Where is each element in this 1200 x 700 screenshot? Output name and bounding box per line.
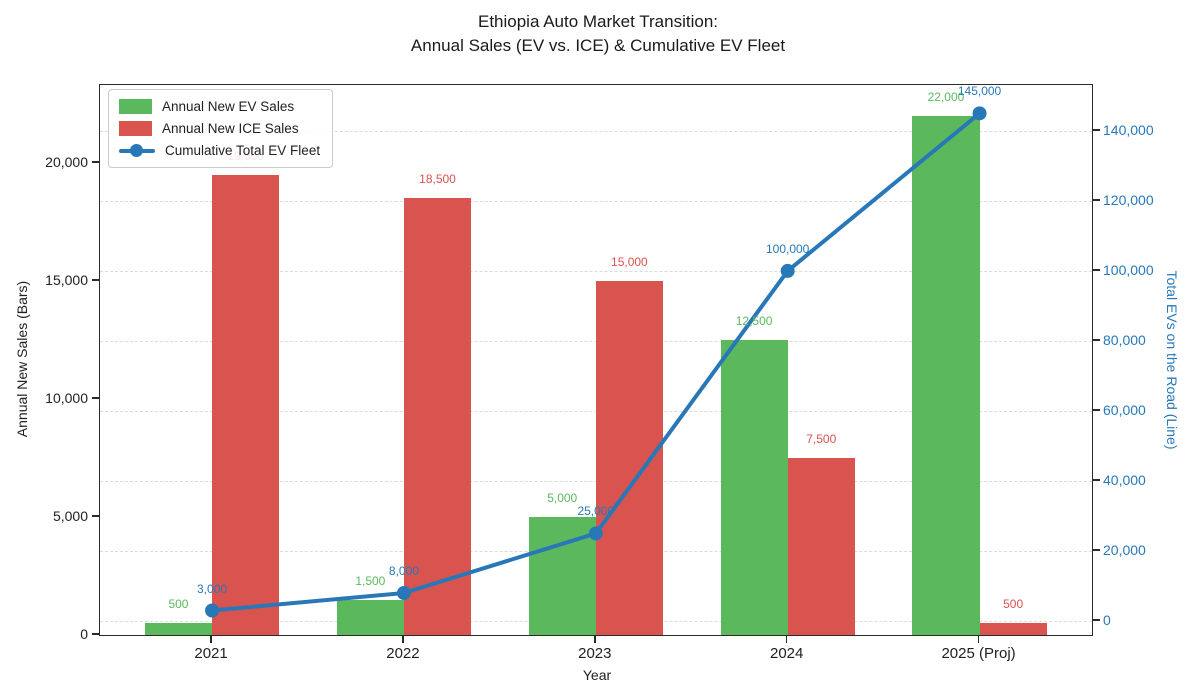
legend-label: Annual New EV Sales (162, 99, 295, 114)
plot-area: Annual New EV Sales Annual New ICE Sales… (99, 84, 1093, 636)
x-axis-tick-label: 2021 (194, 645, 228, 662)
ev-bar-value-label: 5,000 (547, 490, 578, 505)
ev-sales-bar (720, 339, 788, 635)
ev-fleet-marker (972, 106, 987, 121)
x-axis-tick (210, 636, 212, 643)
left-axis-tick-label: 15,000 (45, 271, 88, 288)
ev-fleet-line (205, 106, 987, 618)
ev-sales-bar (336, 599, 404, 635)
legend-label: Annual New ICE Sales (162, 121, 299, 136)
right-axis-tick (1093, 549, 1100, 551)
ev-fleet-value-label: 25,000 (577, 504, 615, 519)
right-axis-tick-label: 0 (1103, 611, 1111, 628)
ev-bar-value-label: 1,500 (355, 573, 386, 588)
ice-sales-bar (979, 623, 1047, 635)
ev-fleet-marker (205, 603, 220, 618)
left-axis-title: Annual New Sales (Bars) (14, 280, 30, 438)
left-axis-tick (92, 633, 99, 635)
ev-bar-value-label: 22,000 (927, 89, 965, 104)
gridline (100, 270, 1092, 272)
x-axis-tick (594, 636, 596, 643)
ice-bar-value-label: 18,500 (419, 172, 456, 187)
legend-line-marker-icon (119, 143, 155, 158)
right-axis-tick (1093, 199, 1100, 201)
ice-bar-value-label: 500 (1003, 597, 1024, 612)
legend-swatch-green (119, 99, 152, 114)
ev-sales-bar (144, 623, 213, 635)
right-axis-tick-label: 60,000 (1103, 401, 1146, 418)
left-axis-tick (92, 515, 99, 517)
right-axis-tick (1093, 269, 1100, 271)
right-axis-tick-label: 140,000 (1103, 121, 1154, 138)
x-axis-tick (402, 636, 404, 643)
left-axis-tick (92, 279, 99, 281)
x-axis-tick (785, 636, 788, 643)
ev-sales-bar (912, 115, 980, 635)
ice-sales-bar (787, 457, 855, 635)
left-axis-tick (92, 161, 99, 163)
legend-item-ice-sales: Annual New ICE Sales (119, 121, 320, 136)
legend-item-ev-fleet: Cumulative Total EV Fleet (119, 143, 320, 158)
right-axis-tick (1093, 479, 1100, 481)
left-axis-tick-label: 20,000 (45, 153, 88, 170)
ev-fleet-marker (780, 263, 795, 278)
right-axis-tick (1093, 409, 1100, 411)
ice-bar-value-label: 15,000 (611, 254, 648, 269)
right-axis-tick-label: 80,000 (1103, 331, 1146, 348)
x-axis-tick-label: 2022 (386, 645, 420, 662)
ev-fleet-marker (588, 526, 603, 541)
chart-title-line2: Annual Sales (EV vs. ICE) & Cumulative E… (410, 36, 786, 55)
right-axis-tick-label: 40,000 (1103, 471, 1146, 488)
right-axis-tick (1093, 129, 1100, 131)
x-axis-tick-label: 2024 (769, 645, 804, 662)
ice-sales-bar (403, 198, 472, 635)
left-axis-tick (92, 397, 99, 399)
ev-fleet-value-label: 8,000 (388, 564, 419, 578)
left-axis-tick-label: 5,000 (52, 507, 88, 524)
right-axis-tick-label: 20,000 (1103, 541, 1146, 558)
ev-fleet-marker (396, 585, 411, 600)
x-axis-title: Year (582, 667, 612, 683)
ev-fleet-value-label: 100,000 (765, 241, 810, 256)
chart-legend: Annual New EV Sales Annual New ICE Sales… (108, 89, 334, 168)
right-axis-tick (1093, 619, 1100, 621)
right-axis-tick (1093, 339, 1100, 341)
left-axis-tick-label: 0 (80, 626, 88, 642)
ev-bar-value-label: 500 (168, 597, 189, 612)
right-axis-tick-label: 100,000 (1103, 261, 1154, 278)
ev-fleet-value-label: 3,000 (197, 581, 228, 596)
chart-title-line1: Ethiopia Auto Market Transition: (477, 12, 719, 31)
legend-item-ev-sales: Annual New EV Sales (119, 99, 320, 114)
x-axis-tick-label: 2025 (Proj) (941, 645, 1016, 662)
x-axis-tick (977, 636, 980, 643)
ev-fleet-value-label: 145,000 (957, 84, 1002, 99)
ice-sales-bar (212, 174, 280, 635)
ev-bar-value-label: 12,500 (735, 313, 773, 328)
gridline (100, 130, 1092, 132)
chart-title: Ethiopia Auto Market Transition: Annual … (0, 10, 1196, 58)
right-axis-title: Total EVs on the Road (Line) (1164, 270, 1180, 450)
ice-bar-value-label: 7,500 (806, 431, 837, 446)
left-axis-tick-label: 10,000 (45, 389, 88, 406)
gridline (100, 200, 1092, 202)
right-axis-tick-label: 120,000 (1103, 191, 1154, 208)
legend-swatch-red (119, 121, 152, 136)
legend-label: Cumulative Total EV Fleet (165, 143, 321, 158)
x-axis-tick-label: 2023 (578, 645, 612, 662)
